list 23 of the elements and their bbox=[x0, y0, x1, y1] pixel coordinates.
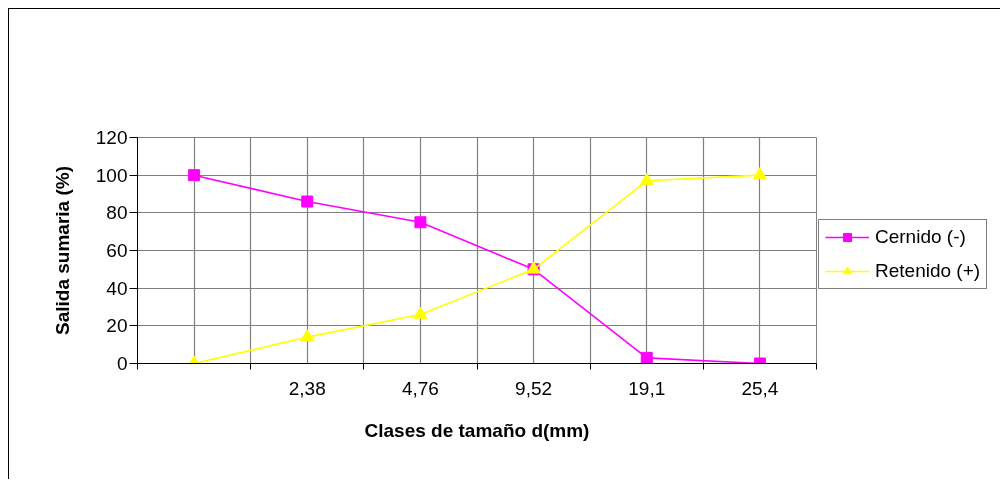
legend-label: Retenido (+) bbox=[875, 260, 981, 282]
point bbox=[413, 306, 428, 319]
x-tick-label: 9,52 bbox=[515, 377, 553, 399]
y-tick-label: 20 bbox=[106, 315, 128, 337]
point bbox=[414, 216, 427, 229]
y-tick-label: 100 bbox=[95, 164, 128, 186]
point bbox=[301, 195, 314, 208]
x-tick-label: 2,38 bbox=[288, 377, 326, 399]
y-tick-label: 80 bbox=[106, 202, 128, 224]
legend-label: Cernido (-) bbox=[875, 226, 966, 248]
y-axis-title: Salida sumaria (%) bbox=[51, 166, 73, 335]
point bbox=[639, 172, 654, 186]
point bbox=[188, 169, 201, 182]
y-tick-label: 60 bbox=[106, 240, 128, 261]
x-axis-title: Clases de tamaño d(mm) bbox=[364, 419, 590, 441]
y-tick-label: 120 bbox=[95, 127, 128, 148]
x-tick-label: 25,4 bbox=[741, 377, 779, 399]
x-tick-label: 4,76 bbox=[401, 377, 439, 399]
y-tick-label: 40 bbox=[106, 277, 128, 299]
point bbox=[752, 167, 767, 180]
y-tick-label: 0 bbox=[116, 353, 128, 374]
point bbox=[300, 329, 315, 342]
x-tick-label: 19,1 bbox=[628, 377, 666, 399]
